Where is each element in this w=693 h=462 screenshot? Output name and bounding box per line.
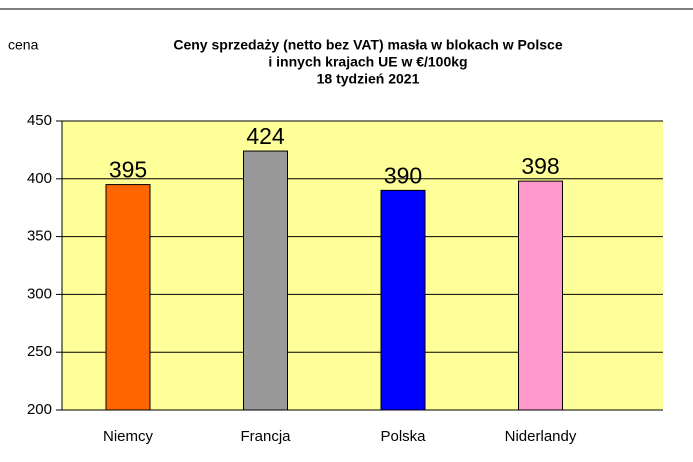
x-tick-label: Francja xyxy=(240,428,291,445)
y-tick-label: 400 xyxy=(27,170,52,187)
y-axis-label: cena xyxy=(8,37,39,53)
data-label: 390 xyxy=(384,162,422,188)
bar xyxy=(243,150,288,411)
chart-title: Ceny sprzedaży (netto bez VAT) masła w b… xyxy=(173,37,562,53)
x-tick-label: Niderlandy xyxy=(505,428,577,445)
y-tick-label: 250 xyxy=(27,343,52,360)
data-label: 395 xyxy=(109,157,147,183)
bar xyxy=(518,180,563,411)
y-tick-label: 200 xyxy=(27,401,52,418)
bar xyxy=(380,189,426,411)
chart-title: 18 tydzień 2021 xyxy=(317,71,420,87)
y-tick-label: 350 xyxy=(27,228,52,245)
y-tick-label: 450 xyxy=(27,112,52,129)
data-label: 424 xyxy=(246,123,285,149)
x-tick-label: Polska xyxy=(380,428,426,445)
bar xyxy=(105,184,151,411)
data-label: 398 xyxy=(521,153,559,179)
y-tick-label: 300 xyxy=(27,285,52,302)
plot-area xyxy=(62,121,663,410)
chart-title: i innych krajach UE w €/100kg xyxy=(268,54,467,70)
x-tick-label: Niemcy xyxy=(103,428,154,445)
